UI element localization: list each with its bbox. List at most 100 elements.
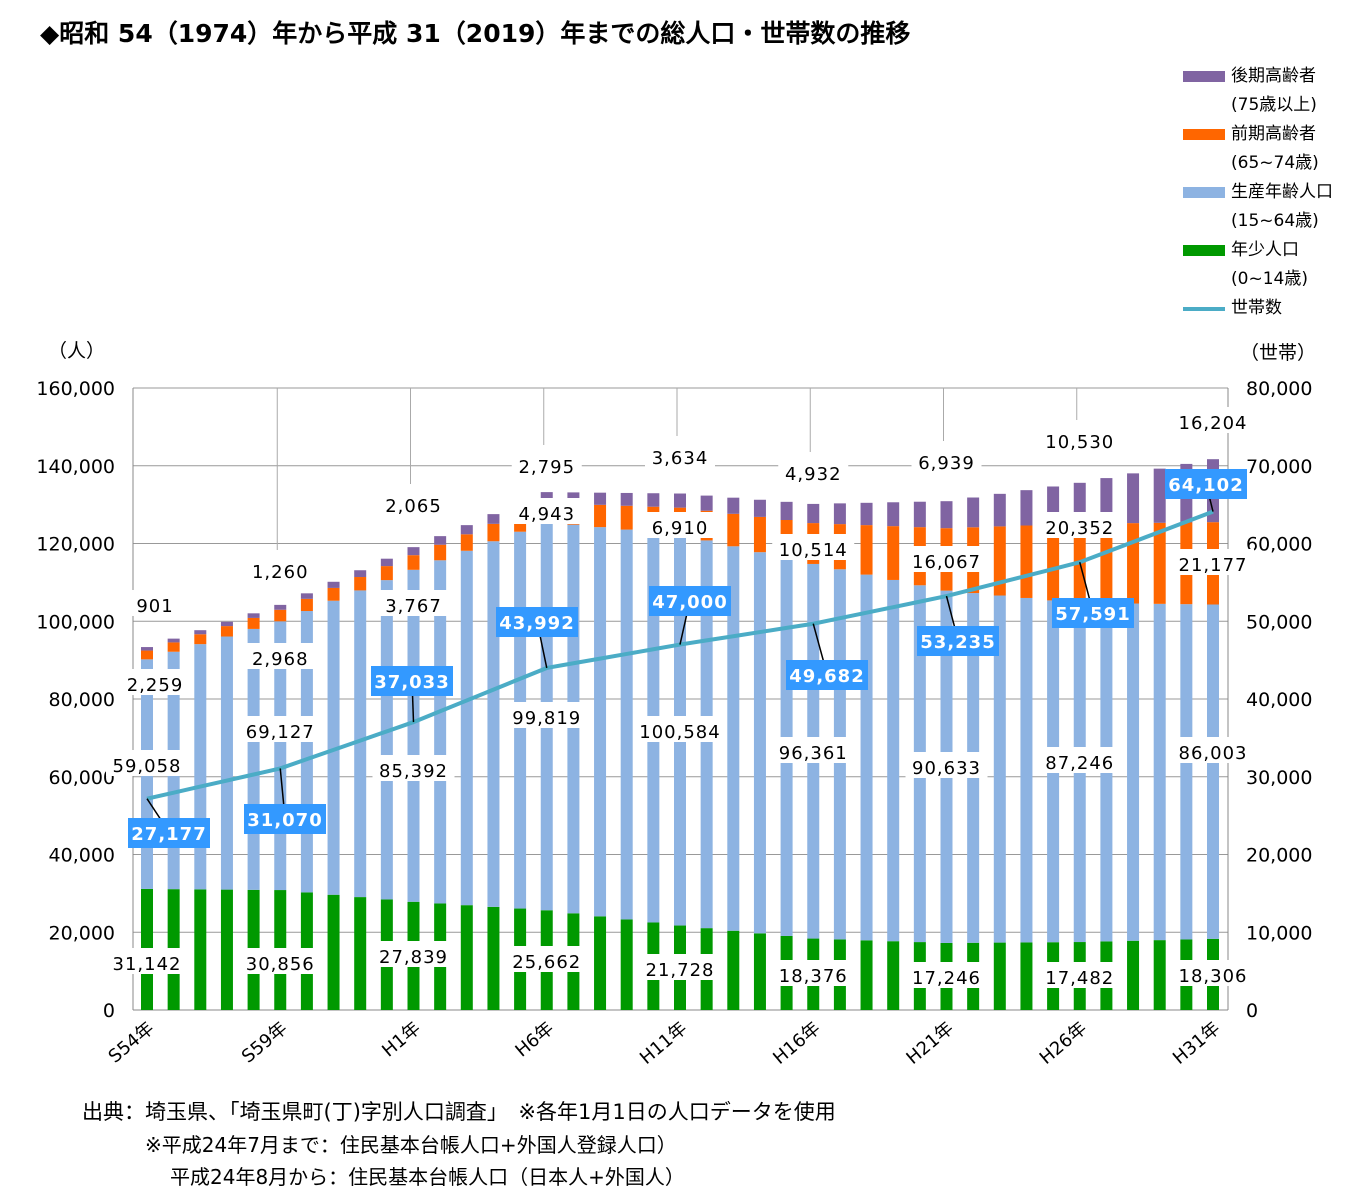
bar-後期高齢者 (700, 495, 713, 511)
data-label-生産年齢人口: 69,127 (246, 722, 315, 743)
y-tick-label: 60,000 (49, 767, 115, 789)
y-tick-label: 140,000 (36, 456, 115, 478)
bar-生産年齢人口 (487, 541, 500, 907)
bar-後期高齢者 (1020, 490, 1033, 526)
y2-tick-label: 40,000 (1246, 689, 1312, 711)
data-label-前期高齢者-bg (1172, 549, 1254, 575)
bar-前期高齢者 (247, 617, 260, 629)
data-label-後期高齢者-bg (245, 556, 316, 582)
bar-後期高齢者 (993, 493, 1006, 527)
data-label-年少人口: 27,839 (379, 947, 448, 968)
bar-前期高齢者 (594, 504, 607, 528)
bar-後期高齢者 (967, 497, 980, 528)
bar-年少人口 (753, 933, 766, 1010)
footnote-note-2: 平成24年8月から：住民基本台帳人口（日本人+外国人） (170, 1165, 685, 1189)
bar-生産年齢人口 (620, 529, 633, 920)
data-label-households: 64,102 (1168, 475, 1243, 496)
data-label-前期高齢者-bg (511, 498, 582, 524)
bar-前期高齢者 (327, 587, 340, 601)
y2-tick-label: 30,000 (1246, 767, 1312, 789)
bar-後期高齢者 (1127, 473, 1140, 524)
bar-前期高齢者 (860, 525, 873, 575)
bar-後期高齢者 (194, 630, 207, 635)
bar-生産年齢人口 (354, 590, 367, 898)
data-label-前期高齢者: 21,177 (1179, 555, 1248, 576)
bar-年少人口 (460, 905, 473, 1010)
data-label-前期高齢者: 6,910 (652, 518, 709, 539)
bar-前期高齢者 (487, 523, 500, 542)
bar-年少人口 (594, 916, 607, 1010)
data-label-年少人口: 30,856 (246, 954, 315, 975)
y-tick-label: 160,000 (36, 378, 115, 400)
bar-年少人口 (220, 889, 233, 1010)
bar-後期高齢者 (674, 493, 686, 508)
bar-後期高齢者 (807, 503, 820, 524)
bar-生産年齢人口 (753, 552, 766, 934)
bar-生産年齢人口 (1153, 603, 1166, 941)
legend-swatch (1183, 245, 1225, 256)
data-label-前期高齢者: 2,968 (252, 649, 309, 670)
data-label-生産年齢人口: 87,246 (1045, 753, 1114, 774)
data-label-households-bg (1052, 598, 1134, 628)
data-label-生産年齢人口: 85,392 (379, 761, 448, 782)
bar-年少人口 (1127, 940, 1140, 1010)
bar-前期高齢者 (300, 598, 313, 612)
legend-swatch (1183, 306, 1225, 311)
legend-label: 後期高齢者 (1231, 66, 1316, 86)
bar-後期高齢者 (940, 501, 953, 529)
data-label-年少人口-bg (239, 948, 322, 974)
bar-生産年齢人口 (1020, 597, 1033, 943)
data-label-後期高齢者-bg (911, 447, 982, 473)
bar-前期高齢者 (887, 526, 900, 580)
data-label-households: 37,033 (374, 672, 449, 693)
bar-後期高齢者 (913, 501, 926, 528)
bar-生産年齢人口 (460, 550, 473, 906)
data-label-households-bg (371, 666, 453, 696)
bar-後期高齢者 (620, 492, 633, 506)
bar-生産年齢人口 (1207, 604, 1219, 939)
bar-前期高齢者 (167, 642, 180, 652)
bar-前期高齢者 (753, 516, 766, 553)
data-label-前期高齢者-bg (1038, 512, 1121, 538)
bar-年少人口 (727, 930, 740, 1010)
x-tick-label: S59年 (238, 1018, 292, 1068)
bar-後期高齢者 (1153, 468, 1166, 523)
data-label-前期高齢者-bg (905, 546, 988, 572)
footnote-source: 出典：埼玉県、「埼玉県町(丁)字別人口調査」 ※各年1月1日の人口データを使用 (82, 1100, 836, 1124)
y2-tick-label: 70,000 (1246, 456, 1312, 478)
y2-tick-label: 80,000 (1246, 378, 1312, 400)
data-label-生産年齢人口-bg (372, 755, 455, 781)
data-label-年少人口: 18,376 (779, 966, 848, 987)
bar-生産年齢人口 (1180, 604, 1193, 940)
data-label-生産年齢人口-bg (1172, 737, 1254, 763)
legend-item: 年少人口 (1183, 236, 1333, 265)
bar-生産年齢人口 (993, 595, 1006, 943)
data-label-年少人口: 18,306 (1179, 966, 1248, 987)
data-label-年少人口: 17,482 (1045, 968, 1114, 989)
data-label-households-bg (786, 660, 868, 690)
data-label-生産年齢人口: 86,003 (1179, 743, 1248, 764)
y2-tick-label: 20,000 (1246, 845, 1312, 867)
bar-生産年齢人口 (594, 527, 607, 917)
data-label-後期高齢者-bg (645, 442, 715, 468)
legend-swatch (1183, 187, 1225, 198)
data-label-households-bg (917, 626, 999, 656)
data-label-前期高齢者-bg (245, 643, 316, 669)
y-tick-label: 0 (103, 1000, 115, 1022)
bar-後期高齢者 (647, 493, 660, 507)
data-label-生産年齢人口-bg (106, 750, 188, 776)
x-tick-label: S54年 (105, 1018, 159, 1068)
data-label-生産年齢人口: 59,058 (113, 756, 182, 777)
data-label-前期高齢者-bg (645, 512, 715, 538)
bar-後期高齢者 (300, 593, 313, 599)
bar-後期高齢者 (780, 501, 793, 521)
bar-後期高齢者 (220, 621, 233, 627)
data-label-households: 47,000 (652, 592, 727, 613)
bar-後期高齢者 (327, 581, 340, 588)
data-label-年少人口-bg (505, 946, 588, 972)
bar-生産年齢人口 (220, 636, 233, 890)
legend-swatch (1183, 71, 1225, 82)
y-tick-label: 40,000 (49, 845, 115, 867)
data-label-生産年齢人口-bg (1038, 747, 1121, 773)
bar-後期高齢者 (247, 613, 260, 618)
